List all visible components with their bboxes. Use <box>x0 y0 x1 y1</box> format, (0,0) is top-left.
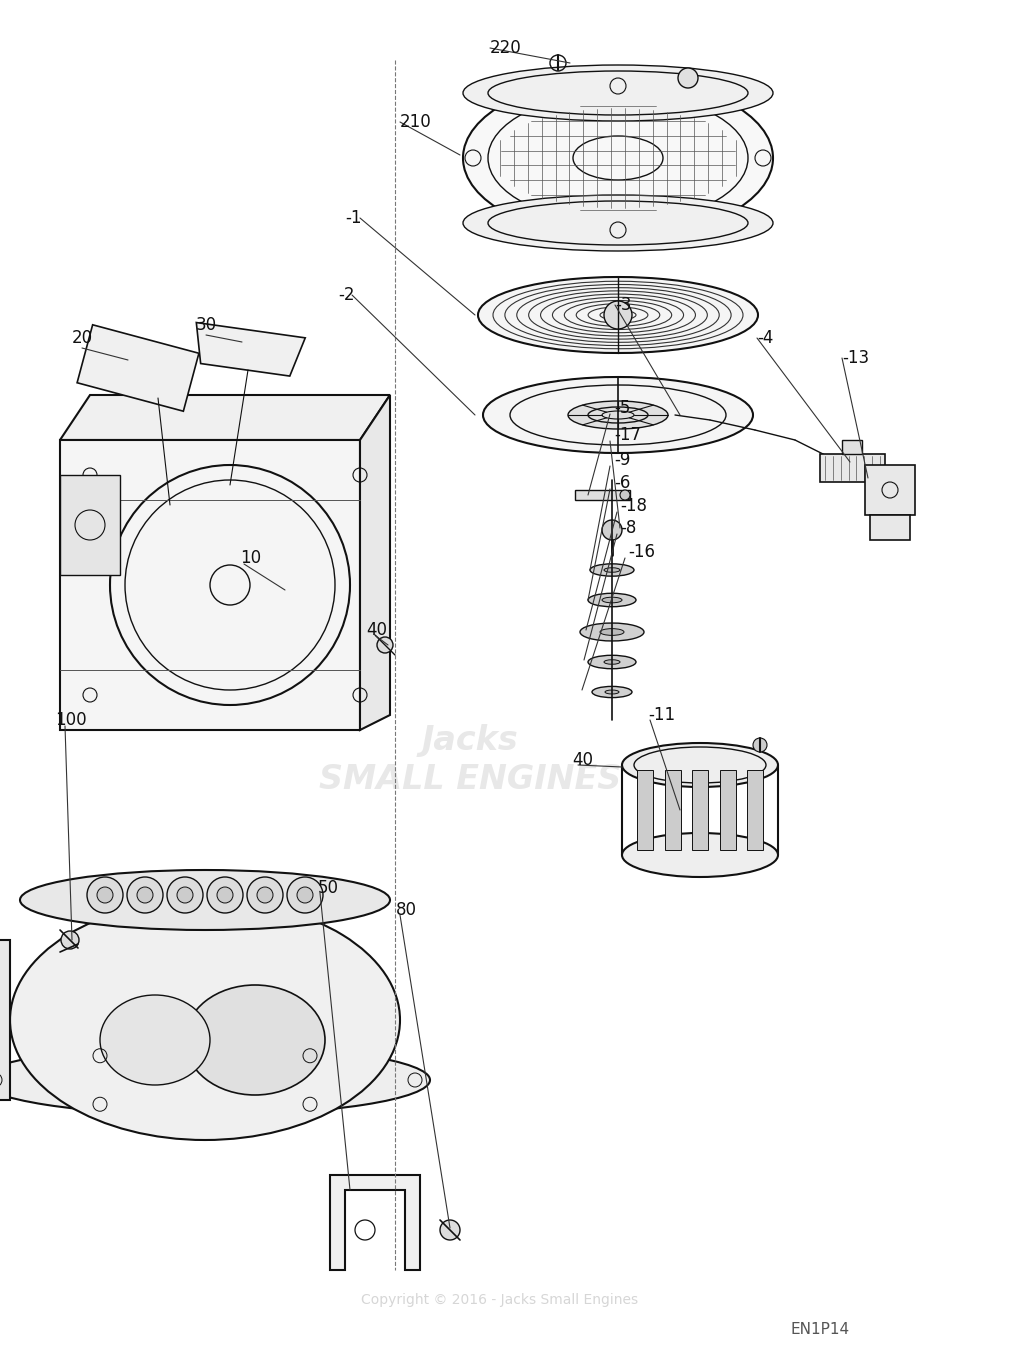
Circle shape <box>257 887 273 903</box>
Ellipse shape <box>463 77 773 238</box>
Ellipse shape <box>605 690 619 694</box>
Text: 40: 40 <box>366 621 387 640</box>
Ellipse shape <box>185 985 325 1095</box>
Bar <box>665 770 680 850</box>
Text: 10: 10 <box>240 549 262 568</box>
Ellipse shape <box>247 877 283 913</box>
Bar <box>60 440 360 731</box>
Text: 100: 100 <box>55 712 87 729</box>
Polygon shape <box>360 395 390 731</box>
Ellipse shape <box>478 277 758 353</box>
Circle shape <box>753 737 767 752</box>
Ellipse shape <box>463 196 773 251</box>
Polygon shape <box>870 515 910 540</box>
Ellipse shape <box>604 660 620 664</box>
Text: -9: -9 <box>614 451 631 469</box>
Text: -13: -13 <box>842 349 870 367</box>
Circle shape <box>620 490 630 500</box>
Polygon shape <box>78 325 199 411</box>
Text: 220: 220 <box>490 39 522 57</box>
Polygon shape <box>575 490 630 500</box>
Circle shape <box>177 887 193 903</box>
Ellipse shape <box>568 401 668 429</box>
Text: -1: -1 <box>345 209 362 227</box>
Circle shape <box>297 887 313 903</box>
Text: -3: -3 <box>615 296 632 314</box>
Circle shape <box>604 301 632 329</box>
Circle shape <box>97 887 113 903</box>
Text: -16: -16 <box>628 543 655 561</box>
Circle shape <box>440 1219 460 1240</box>
Ellipse shape <box>483 378 753 454</box>
Bar <box>842 440 862 454</box>
Bar <box>0 940 10 1100</box>
Text: -6: -6 <box>614 474 631 492</box>
Ellipse shape <box>463 65 773 121</box>
Bar <box>637 770 653 850</box>
Text: 80: 80 <box>396 900 417 919</box>
Text: -2: -2 <box>338 287 355 304</box>
Ellipse shape <box>100 995 210 1085</box>
Bar <box>692 770 708 850</box>
Ellipse shape <box>590 564 634 576</box>
Ellipse shape <box>580 623 644 641</box>
Ellipse shape <box>207 877 243 913</box>
Text: -17: -17 <box>614 426 641 444</box>
Text: -4: -4 <box>757 329 773 348</box>
Ellipse shape <box>592 686 632 698</box>
Ellipse shape <box>0 1046 430 1115</box>
Ellipse shape <box>588 656 636 668</box>
Circle shape <box>377 637 393 653</box>
Ellipse shape <box>20 870 390 930</box>
Text: 50: 50 <box>318 879 339 898</box>
Ellipse shape <box>604 568 620 572</box>
Ellipse shape <box>287 877 323 913</box>
Polygon shape <box>865 464 915 515</box>
Text: 30: 30 <box>196 316 217 334</box>
Ellipse shape <box>588 593 636 607</box>
Ellipse shape <box>127 877 163 913</box>
Ellipse shape <box>168 877 203 913</box>
Ellipse shape <box>622 832 778 877</box>
Polygon shape <box>330 1175 420 1270</box>
Text: -8: -8 <box>620 519 636 536</box>
Circle shape <box>602 520 622 540</box>
Circle shape <box>136 887 153 903</box>
Text: -11: -11 <box>648 706 675 724</box>
Text: Copyright © 2016 - Jacks Small Engines: Copyright © 2016 - Jacks Small Engines <box>362 1293 639 1306</box>
Polygon shape <box>196 323 305 376</box>
Text: 40: 40 <box>572 751 594 769</box>
Polygon shape <box>60 395 390 440</box>
Ellipse shape <box>600 629 624 636</box>
Ellipse shape <box>602 598 622 603</box>
Circle shape <box>678 68 698 88</box>
Text: -5: -5 <box>614 399 631 417</box>
Ellipse shape <box>87 877 123 913</box>
Bar <box>60 475 120 574</box>
Ellipse shape <box>622 743 778 788</box>
Circle shape <box>61 932 79 949</box>
Ellipse shape <box>10 900 400 1139</box>
Text: 20: 20 <box>72 329 93 348</box>
Bar <box>747 770 763 850</box>
Circle shape <box>217 887 233 903</box>
Text: -18: -18 <box>620 497 647 515</box>
Text: EN1P14: EN1P14 <box>790 1323 850 1338</box>
Bar <box>720 770 735 850</box>
Polygon shape <box>820 454 885 482</box>
Text: 210: 210 <box>400 113 432 130</box>
Text: Jacks
SMALL ENGINES: Jacks SMALL ENGINES <box>318 724 621 796</box>
